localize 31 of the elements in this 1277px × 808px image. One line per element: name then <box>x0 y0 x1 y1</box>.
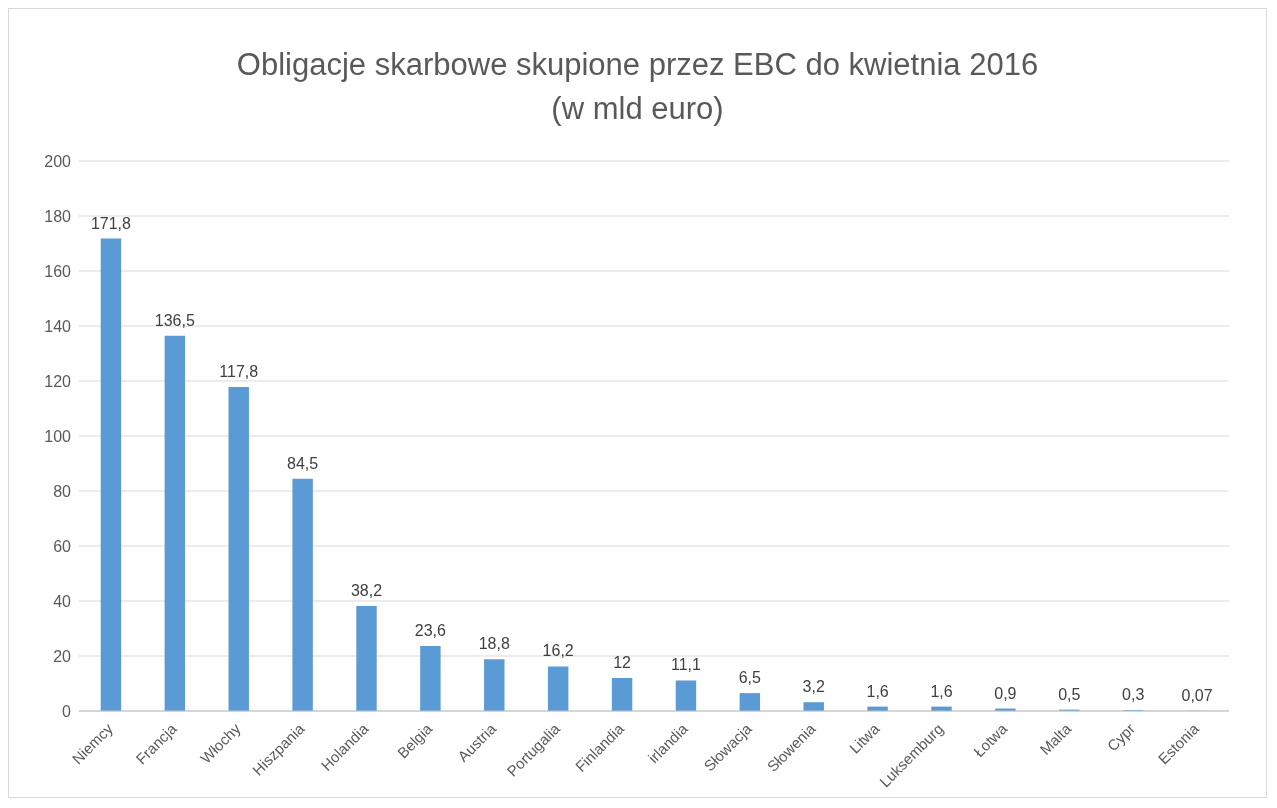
data-label: 0,5 <box>1058 685 1081 703</box>
data-label: 11,1 <box>670 656 702 674</box>
y-tick-label: 40 <box>53 592 72 610</box>
data-label: 38,2 <box>350 581 383 599</box>
data-label: 23,6 <box>414 622 447 640</box>
data-label: 3,2 <box>802 678 825 696</box>
y-tick-label: 120 <box>44 372 72 390</box>
data-label: 1,6 <box>866 682 889 700</box>
y-tick-label: 180 <box>44 207 72 225</box>
y-tick-label: 200 <box>44 152 72 170</box>
data-label: 16,2 <box>542 642 574 660</box>
data-label: 6,5 <box>738 669 762 687</box>
data-label: 12 <box>613 654 632 671</box>
y-tick-label: 160 <box>44 262 72 280</box>
data-label: 18,8 <box>478 635 510 653</box>
chart-subtitle: (w mld euro) <box>550 90 725 128</box>
y-tick-label: 100 <box>44 427 72 445</box>
data-label: 84,5 <box>287 454 319 472</box>
y-tick-label: 80 <box>53 482 72 500</box>
data-label: 136,5 <box>154 311 195 329</box>
data-label: 171,8 <box>90 214 132 232</box>
y-tick-label: 60 <box>53 537 72 555</box>
y-tick-label: 0 <box>62 702 72 720</box>
data-label: 0,07 <box>1181 686 1213 704</box>
chart-title: Obligacje skarbowe skupione przez EBC do kwietnia 2016 <box>235 46 1040 84</box>
data-label: 0,9 <box>994 684 1017 702</box>
data-label: 0,3 <box>1122 686 1145 704</box>
data-label: 1,6 <box>930 682 953 700</box>
y-tick-label: 20 <box>53 647 72 665</box>
data-label: 117,8 <box>219 363 259 381</box>
y-tick-label: 140 <box>44 317 72 335</box>
